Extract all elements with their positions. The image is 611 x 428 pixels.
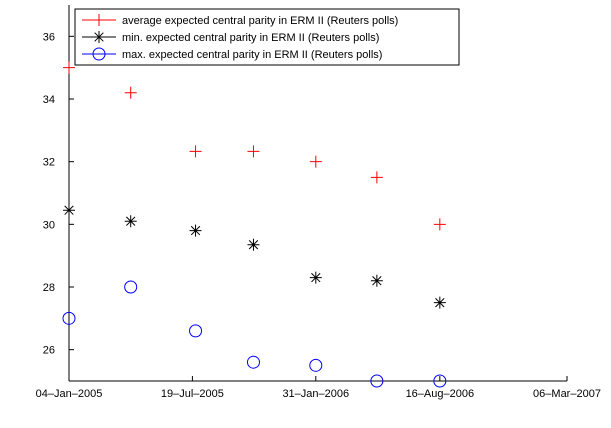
data-point [189,145,202,158]
data-point [433,374,447,388]
y-tick-label: 34 [43,94,55,106]
asterisk-marker [189,224,202,237]
plus-marker [189,145,202,158]
data-point [247,238,260,251]
plus-marker [370,171,383,184]
data-point [189,224,202,237]
asterisk-marker [63,204,75,217]
asterisk-marker [309,271,322,284]
data-point [370,374,384,388]
asterisk-marker [433,296,446,309]
plus-marker [63,61,75,74]
plus-marker [124,86,137,99]
legend-entry-3: max. expected central parity in ERM II (… [82,47,382,61]
legend: average expected central parity in ERM I… [74,8,460,66]
legend-label: min. expected central parity in ERM II (… [122,32,379,44]
circle-marker [370,374,384,388]
data-point [124,280,138,294]
data-point [433,218,446,231]
plus-marker [247,145,260,158]
legend-marker [93,14,105,26]
plus-marker [309,155,322,168]
y-tick-label: 32 [43,157,55,169]
data-point [63,204,75,217]
circle-marker [62,311,76,325]
plus-marker [93,14,105,26]
data-point [309,271,322,284]
legend-label: max. expected central parity in ERM II (… [122,49,382,61]
data-point [309,155,322,168]
asterisk-marker [93,31,105,43]
data-marks [62,61,447,388]
circle-marker [92,47,106,61]
circle-marker [246,355,260,369]
legend-marker [93,31,105,43]
circle-marker [433,374,447,388]
x-tick-label: 04–Jan–2005 [36,388,103,400]
data-point [246,355,260,369]
x-tick-label: 19–Jul–2005 [161,388,224,400]
circle-marker [309,358,323,372]
y-tick-label: 30 [43,219,55,231]
legend-box [74,8,460,66]
x-tick-label: 06–Mar–2007 [533,388,601,400]
series-3 [62,280,447,388]
y-tick-label: 26 [43,345,55,357]
data-point [247,145,260,158]
x-tick-label: 31–Jan–2006 [282,388,349,400]
circle-marker [189,324,203,338]
circle-marker [124,280,138,294]
asterisk-marker [124,215,137,228]
data-point [124,86,137,99]
asterisk-marker [370,274,383,287]
y-tick-label: 36 [43,31,55,43]
legend-label: average expected central parity in ERM I… [122,15,398,27]
data-point [370,274,383,287]
data-point [433,296,446,309]
series-1 [63,61,446,231]
data-point [189,324,203,338]
legend-entry-1: average expected central parity in ERM I… [82,14,398,27]
axes: 26 28 30 32 34 36 04–Jan–2005 19–Jul–2005 31–Jan… [36,5,601,400]
data-point [63,61,75,74]
data-point [370,171,383,184]
asterisk-marker [247,238,260,251]
y-tick-label: 28 [43,282,55,294]
plus-marker [433,218,446,231]
data-point [309,358,323,372]
legend-marker [92,47,106,61]
data-point [124,215,137,228]
legend-entry-2: min. expected central parity in ERM II (… [82,31,379,44]
series-2 [63,204,446,309]
data-point [62,311,76,325]
x-tick-label: 16–Aug–2006 [406,388,475,400]
